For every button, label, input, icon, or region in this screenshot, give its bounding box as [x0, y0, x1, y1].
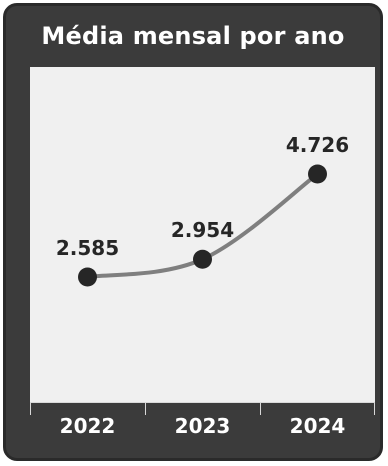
chart-title: Média mensal por ano [41, 22, 345, 50]
x-tick-separator [30, 403, 31, 415]
x-axis: 2022 2023 2024 [30, 402, 375, 448]
chart-card: Média mensal por ano 2.585 2.954 4.726 202… [3, 3, 383, 461]
data-label-2022: 2.585 [56, 236, 119, 260]
data-label-group: 2.585 2.954 4.726 [56, 133, 349, 260]
x-tick-separator [260, 403, 261, 415]
x-tick-separator [374, 403, 375, 415]
data-point-2023 [193, 249, 212, 269]
marker-group [78, 164, 327, 287]
data-label-2023: 2.954 [171, 218, 234, 242]
data-point-2022 [78, 267, 97, 287]
x-tick-label-2023: 2023 [174, 414, 231, 438]
x-tick-label-2022: 2022 [59, 414, 116, 438]
data-point-2024 [308, 164, 327, 184]
line-chart: 2.585 2.954 4.726 [56, 133, 349, 287]
x-tick-label-2024: 2024 [289, 414, 346, 438]
x-tick-separator [145, 403, 146, 415]
data-label-2024: 4.726 [286, 133, 349, 157]
plot-area: 2.585 2.954 4.726 [30, 67, 375, 402]
